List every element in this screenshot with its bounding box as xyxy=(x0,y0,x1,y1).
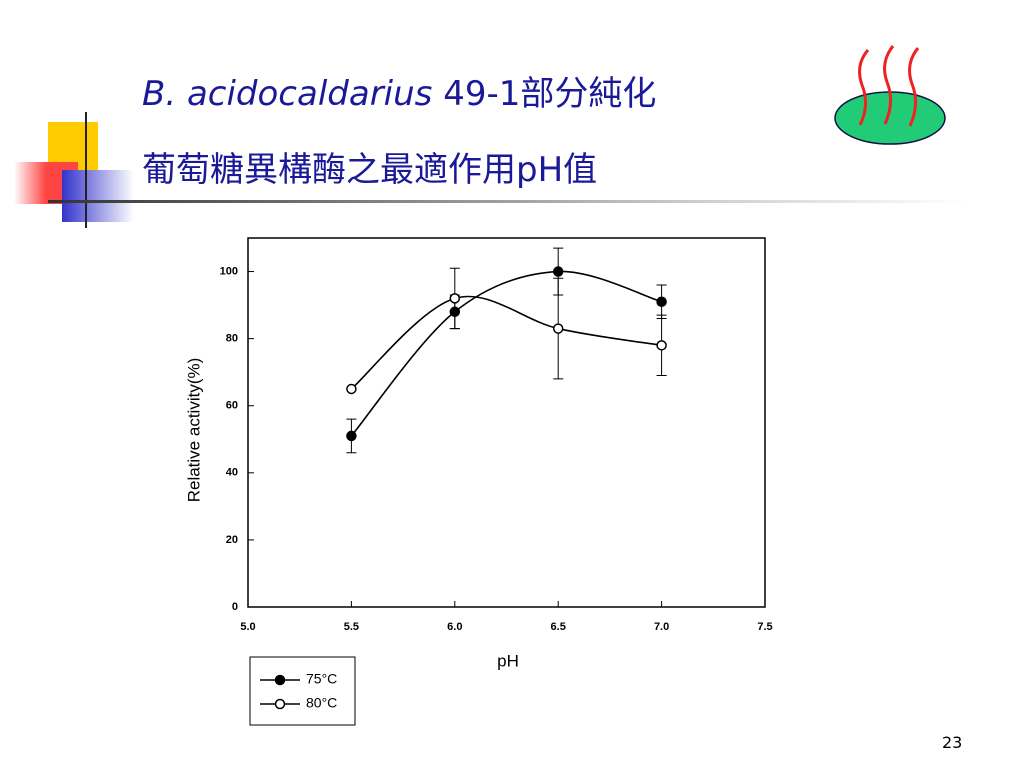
data-point xyxy=(346,383,357,395)
x-tick-label: 6.0 xyxy=(447,621,462,633)
data-point xyxy=(552,266,564,277)
data-point xyxy=(449,293,461,304)
legend-label: 75°C xyxy=(306,671,337,687)
series-line xyxy=(350,295,662,390)
legend-label: 80°C xyxy=(306,695,337,711)
slide-subtitle: 葡萄糖異構酶之最適作用pH值 xyxy=(142,150,598,190)
x-tick-label: 5.5 xyxy=(344,621,359,633)
x-tick-label: 6.5 xyxy=(551,621,566,633)
series-line xyxy=(350,270,662,437)
x-tick-label: 7.5 xyxy=(757,621,772,633)
y-tick-label: 80 xyxy=(226,333,238,345)
data-point xyxy=(346,430,357,442)
y-axis-label: Relative activity(%) xyxy=(184,358,203,503)
data-point xyxy=(552,323,564,334)
slide-title: B. acidocaldarius 49-1部分純化 xyxy=(142,66,656,115)
y-tick-label: 0 xyxy=(232,601,238,613)
legend-marker xyxy=(274,698,286,710)
y-tick-label: 100 xyxy=(220,265,238,277)
legend-marker xyxy=(274,674,286,686)
title-italic: B. acidocaldarius xyxy=(142,74,433,114)
y-tick-label: 40 xyxy=(226,467,238,479)
plot-frame xyxy=(247,237,766,608)
data-point xyxy=(656,340,667,351)
legend-box xyxy=(249,656,356,726)
data-point xyxy=(656,296,667,307)
title-rest: 49-1部分純化 xyxy=(443,74,657,114)
x-axis-label: pH xyxy=(497,651,519,670)
x-tick-label: 5.0 xyxy=(240,621,255,633)
y-tick-label: 60 xyxy=(226,400,238,412)
y-tick-label: 20 xyxy=(226,534,238,546)
x-tick-label: 7.0 xyxy=(654,621,669,633)
page-number: 23 xyxy=(942,733,963,752)
